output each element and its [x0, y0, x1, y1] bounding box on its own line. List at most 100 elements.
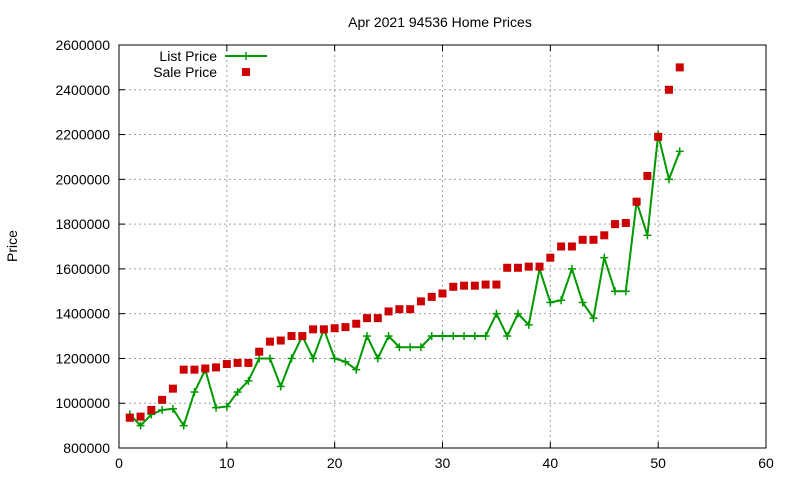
sale-price-point: [557, 242, 566, 251]
list-price-point: [244, 376, 253, 385]
list-price-point: [416, 343, 425, 352]
sale-price-point: [535, 262, 544, 271]
sale-price-point: [600, 231, 609, 240]
list-price-point: [287, 354, 296, 363]
list-price-point: [309, 354, 318, 363]
y-tick-label: 1200000: [55, 350, 110, 366]
list-price-point: [363, 332, 372, 341]
grid-lines: [119, 45, 766, 448]
x-tick-label: 0: [115, 455, 123, 471]
sale-price-point: [578, 235, 587, 244]
sale-price-point: [503, 263, 512, 272]
legend-label-list-price: List Price: [159, 48, 217, 64]
y-tick-label: 2200000: [55, 127, 110, 143]
sale-price-point: [190, 365, 199, 374]
y-tick-label: 1000000: [55, 395, 110, 411]
sale-price-point: [524, 262, 533, 271]
legend-label-sale-price: Sale Price: [153, 64, 217, 80]
sale-price-point: [632, 197, 641, 206]
axis-ticks: 0 10 20 30 40 50 60 800000 1000000 1200000 1400000…: [55, 37, 774, 471]
list-price-point: [664, 175, 673, 184]
list-price-point: [406, 343, 415, 352]
list-price-point: [675, 147, 684, 156]
sale-price-point: [621, 218, 630, 227]
sale-price-point: [309, 325, 318, 334]
sale-price-point: [222, 360, 231, 369]
sale-price-point: [664, 85, 673, 94]
list-price-point: [255, 354, 264, 363]
list-price-point: [460, 332, 469, 341]
list-price-point: [427, 332, 436, 341]
list-price-point: [470, 332, 479, 341]
list-price-point: [352, 365, 361, 374]
sale-price-point: [125, 413, 134, 422]
y-tick-label: 2000000: [55, 171, 110, 187]
sale-price-point: [330, 324, 339, 333]
sale-price-point: [265, 337, 274, 346]
sale-price-point: [643, 171, 652, 180]
list-price-point: [621, 287, 630, 296]
sale-price-point: [158, 395, 167, 404]
sale-price-point: [416, 297, 425, 306]
sale-price-point: [567, 242, 576, 251]
sale-price-point: [276, 336, 285, 345]
list-price-point: [567, 264, 576, 273]
sale-price-point: [675, 63, 684, 72]
sale-price-point: [460, 281, 469, 290]
list-price-point: [158, 405, 167, 414]
list-price-point: [341, 357, 350, 366]
list-price-point: [190, 388, 199, 397]
list-price-point: [611, 287, 620, 296]
list-price-point: [373, 354, 382, 363]
list-price-point: [449, 332, 458, 341]
sale-price-point: [481, 280, 490, 289]
y-tick-label: 1800000: [55, 216, 110, 232]
y-axis-label: Price: [4, 230, 20, 262]
list-price-point: [438, 332, 447, 341]
sale-price-point: [298, 332, 307, 341]
x-tick-label: 20: [327, 455, 343, 471]
list-price-point: [168, 404, 177, 413]
sale-price-point: [427, 292, 436, 301]
sale-price-point: [589, 235, 598, 244]
sale-price-point: [492, 280, 501, 289]
list-price-point: [557, 296, 566, 305]
y-tick-label: 2600000: [55, 37, 110, 53]
list-price-point: [600, 253, 609, 262]
sale-price-point: [373, 314, 382, 323]
list-price-point: [503, 332, 512, 341]
sale-price-point: [654, 132, 663, 141]
sale-price-point: [212, 363, 221, 372]
sale-price-point: [287, 332, 296, 341]
list-price-point: [524, 320, 533, 329]
sale-price-point: [449, 282, 458, 291]
sale-price-point: [244, 358, 253, 367]
list-price-point: [481, 332, 490, 341]
sale-price-point: [136, 412, 145, 421]
list-price-point: [222, 402, 231, 411]
list-price-point: [330, 354, 339, 363]
legend-marker-list-price: [242, 52, 250, 60]
legend-marker-sale-price: [242, 68, 250, 76]
list-price-point: [546, 298, 555, 307]
sale-price-point: [179, 365, 188, 374]
series-sale-price: [125, 63, 684, 422]
list-price-point: [179, 421, 188, 430]
list-price-point: [578, 298, 587, 307]
x-tick-label: 40: [543, 455, 559, 471]
list-price-point: [643, 231, 652, 240]
sale-price-point: [319, 325, 328, 334]
sale-price-point: [546, 253, 555, 262]
sale-price-point: [611, 220, 620, 229]
sale-price-point: [384, 307, 393, 316]
sale-price-point: [168, 384, 177, 393]
list-price-point: [513, 309, 522, 318]
sale-price-point: [470, 281, 479, 290]
sale-price-point: [395, 305, 404, 314]
sale-price-point: [233, 358, 242, 367]
x-tick-label: 60: [758, 455, 774, 471]
sale-price-point: [406, 305, 415, 314]
y-tick-label: 1400000: [55, 306, 110, 322]
